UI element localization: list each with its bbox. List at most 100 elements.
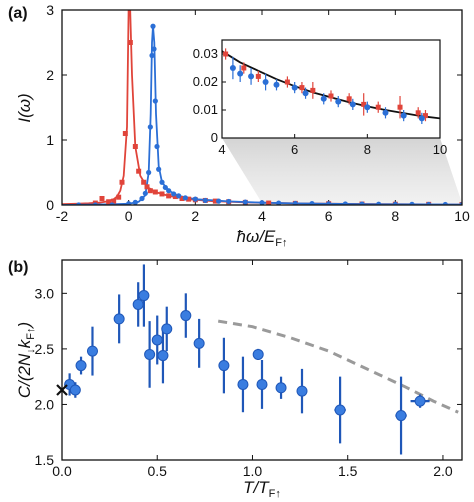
data-point	[86, 345, 98, 357]
x-tick-label: 6	[325, 208, 333, 224]
panel-a-y-axis-label: I(ω)	[15, 93, 34, 122]
blue-data-point	[152, 98, 158, 104]
red-data-point	[212, 198, 218, 204]
blue-data-point	[242, 199, 248, 205]
red-data-point	[266, 200, 272, 205]
panel-a-x-axis-label: ħω/EF↑	[237, 227, 288, 249]
x-tick-label: 1.0	[243, 463, 263, 479]
x-tick-label: 4	[258, 208, 266, 224]
data-point	[252, 348, 264, 360]
blue-data-point	[335, 98, 342, 105]
data-point	[218, 360, 230, 372]
y-tick-label: 2	[46, 67, 54, 83]
blue-data-point	[132, 199, 138, 205]
blue-data-point	[192, 196, 198, 202]
red-data-point	[397, 104, 403, 110]
inset-background	[222, 40, 440, 138]
blue-data-point	[126, 201, 132, 205]
blue-data-point	[150, 23, 156, 29]
blue-data-point	[364, 104, 371, 111]
data-point	[275, 382, 287, 394]
inset-y-tick-label: 0.03	[193, 46, 218, 61]
red-data-point	[375, 104, 381, 110]
inset-y-tick-label: 0.02	[193, 74, 218, 89]
y-tick-label: 2.0	[35, 396, 55, 412]
y-tick-label: 1	[46, 132, 54, 148]
red-data-point	[132, 144, 138, 149]
inset-x-tick-label: 6	[291, 142, 298, 157]
blue-data-point	[426, 201, 432, 205]
blue-data-point	[182, 195, 188, 201]
red-data-point	[223, 51, 229, 57]
data-point	[69, 384, 81, 396]
panel-a-frame	[61, 9, 463, 206]
red-data-point	[299, 85, 305, 91]
panel-b-dashed-curve	[217, 319, 459, 414]
inset-x-tick-label: 4	[218, 142, 225, 157]
x-tick-label: 0.5	[148, 463, 168, 479]
blue-data-point	[342, 201, 348, 205]
blue-data-point	[202, 197, 208, 204]
red-data-point	[122, 131, 128, 136]
red-data-point	[284, 79, 290, 85]
data-point	[157, 350, 169, 362]
blue-data-point	[276, 200, 282, 205]
inset-frame	[221, 39, 441, 139]
y-tick-label: 3.0	[35, 285, 55, 301]
blue-data-point	[392, 201, 398, 205]
blue-data-point	[248, 73, 255, 80]
red-data-point	[136, 168, 142, 174]
blue-data-point	[237, 70, 244, 77]
blue-data-point	[159, 179, 165, 185]
panel-a-label: (a)	[8, 5, 28, 22]
inset-y-tick-label: 0.01	[193, 102, 218, 117]
x-tick-label: 2.0	[433, 463, 453, 479]
blue-data-point	[309, 201, 315, 205]
inset: 4 6 8 10 0 0.01 0.02 0.03	[193, 39, 447, 157]
red-data-point	[159, 191, 165, 197]
red-data-point	[186, 196, 192, 202]
data-point	[132, 298, 144, 310]
inset-x-tick-label: 10	[433, 142, 447, 157]
red-data-point	[422, 113, 428, 119]
y-axis-label: C/(2N↓kF↑)	[15, 322, 37, 398]
blue-data-point	[139, 195, 145, 202]
red-data-point	[119, 179, 125, 185]
blue-data-point	[442, 201, 448, 205]
x-tick-label: 10	[454, 208, 470, 224]
blue-data-point	[400, 112, 407, 119]
data-point	[151, 334, 163, 346]
panel-b-points	[64, 264, 430, 455]
blue-data-point	[171, 191, 177, 197]
x-tick-label: 8	[391, 208, 399, 224]
blue-data-point	[418, 115, 425, 122]
blue-data-point	[376, 201, 382, 205]
blue-data-point	[146, 169, 152, 176]
y-tick-label: 2.5	[35, 341, 55, 357]
zoom-wedge	[222, 138, 462, 203]
panel-a-points	[76, 23, 462, 205]
data-point	[113, 313, 125, 325]
y-tick-label: 0	[46, 197, 54, 213]
red-data-point	[361, 101, 367, 107]
blue-data-point	[162, 184, 168, 191]
blue-data-point	[349, 101, 356, 108]
panel-b-label: (b)	[8, 259, 28, 276]
red-data-point	[415, 110, 421, 116]
data-point	[161, 323, 173, 335]
blue-data-point	[259, 200, 265, 205]
red-data-point	[111, 198, 117, 204]
blue-data-point	[302, 90, 309, 97]
x-tick-label: 1.5	[338, 463, 358, 479]
data-point	[193, 337, 205, 349]
red-data-point	[172, 194, 178, 200]
blue-data-point	[409, 201, 415, 205]
blue-data-point	[154, 143, 160, 150]
panel-b-ticks: 0.0 0.5 1.0 1.5 2.0 1.5 2.0 2.5 3.0	[35, 260, 462, 479]
inset-zoom-region	[222, 138, 462, 203]
red-data-point	[127, 40, 133, 45]
y-axis-label: I(ω)	[15, 93, 34, 122]
x-tick-label: 0	[125, 208, 133, 224]
